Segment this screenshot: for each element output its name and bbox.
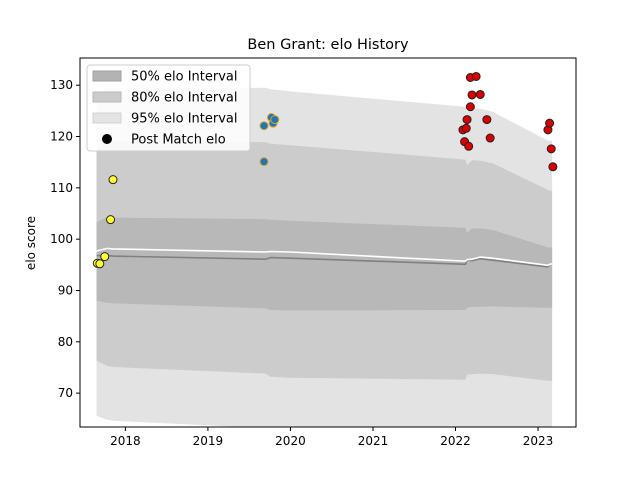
interval-bands (96, 87, 553, 427)
legend-swatch (92, 91, 122, 103)
band-50 (96, 217, 553, 311)
x-axis-ticks: 2018 2019 2020 2021 2022 2023 (110, 427, 553, 448)
elo-line-0 (96, 254, 553, 268)
y-tick-label: 90 (58, 283, 73, 297)
post-match-point (106, 215, 116, 225)
post-match-point (475, 89, 485, 99)
elo-lines (96, 247, 553, 268)
post-match-point (482, 115, 492, 125)
legend: 50% elo Interval 80% elo Interval 95% elo … (86, 64, 251, 152)
x-tick-label: 2019 (193, 434, 224, 448)
y-tick-label: 130 (50, 78, 73, 92)
legend-swatch (92, 70, 122, 82)
legend-label: 95% elo Interval (131, 112, 238, 127)
y-axis-label: elo score (24, 216, 38, 270)
post-match-point (464, 141, 474, 151)
x-tick-label: 2021 (358, 434, 389, 448)
y-tick-label: 120 (50, 130, 73, 144)
x-tick-label: 2020 (275, 434, 306, 448)
legend-label: 80% elo Interval (131, 91, 238, 106)
axes-frame (79, 57, 577, 428)
post-match-point (270, 115, 280, 125)
legend-label: Post Match elo (131, 133, 226, 148)
y-tick-label: 100 (50, 232, 73, 246)
post-match-point (546, 144, 556, 154)
y-axis-ticks: 70 80 90 100 110 120 130 (50, 78, 80, 400)
post-match-points (92, 71, 558, 269)
y-tick-label: 70 (58, 386, 73, 400)
legend-items: 50% elo Interval 80% elo Interval 95% elo … (92, 70, 238, 148)
post-match-point (108, 175, 118, 185)
x-tick-label: 2022 (440, 434, 471, 448)
post-match-point (461, 123, 471, 133)
elo-line-1 (96, 247, 553, 267)
post-match-point (462, 115, 472, 125)
post-match-point (467, 90, 477, 100)
legend-swatch (92, 112, 122, 124)
post-match-point (485, 133, 495, 143)
post-match-point (259, 157, 269, 167)
post-match-point (100, 252, 110, 262)
post-match-point (548, 162, 558, 172)
post-match-point (259, 121, 269, 131)
legend-label: 50% elo Interval (131, 70, 238, 85)
post-match-point (471, 71, 481, 81)
chart-title: Ben Grant: elo History (247, 37, 409, 53)
post-match-point (545, 118, 555, 128)
x-tick-label: 2018 (110, 434, 141, 448)
post-match-point (465, 102, 475, 112)
legend-box (86, 64, 251, 152)
y-tick-label: 110 (50, 181, 73, 195)
legend-marker (102, 134, 112, 144)
y-tick-label: 80 (58, 335, 73, 349)
x-tick-label: 2023 (523, 434, 554, 448)
post-match-point (95, 259, 105, 269)
